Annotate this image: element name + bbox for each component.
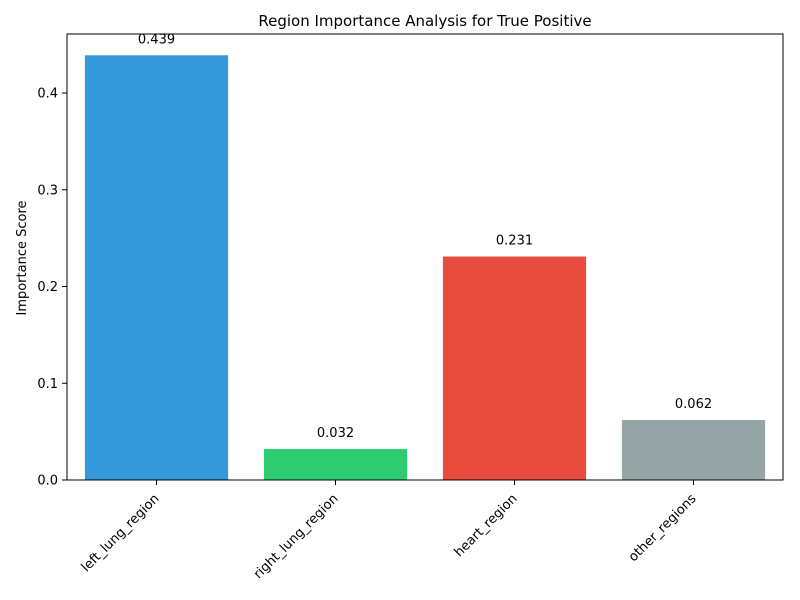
data-label-left-lung-region: 0.439 [138,32,175,47]
data-label-other-regions: 0.062 [675,397,712,412]
bar-other-regions [621,420,766,480]
y-axis-label: Importance Score [15,200,30,315]
bar-heart-region [442,256,587,480]
y-tick-label: 0.3 [37,183,58,198]
chart-title: Region Importance Analysis for True Posi… [258,12,591,30]
data-label-heart-region: 0.231 [496,234,533,249]
bar-left-lung-region [84,55,229,480]
data-label-right-lung-region: 0.032 [317,426,354,441]
axes-frame [66,33,784,481]
bar-right-lung-region [263,449,408,480]
y-tick-label: 0.1 [37,377,58,392]
y-tick-label: 0.4 [37,87,58,102]
y-tick-label: 0.0 [37,474,58,489]
y-tick-label: 0.2 [37,280,58,295]
